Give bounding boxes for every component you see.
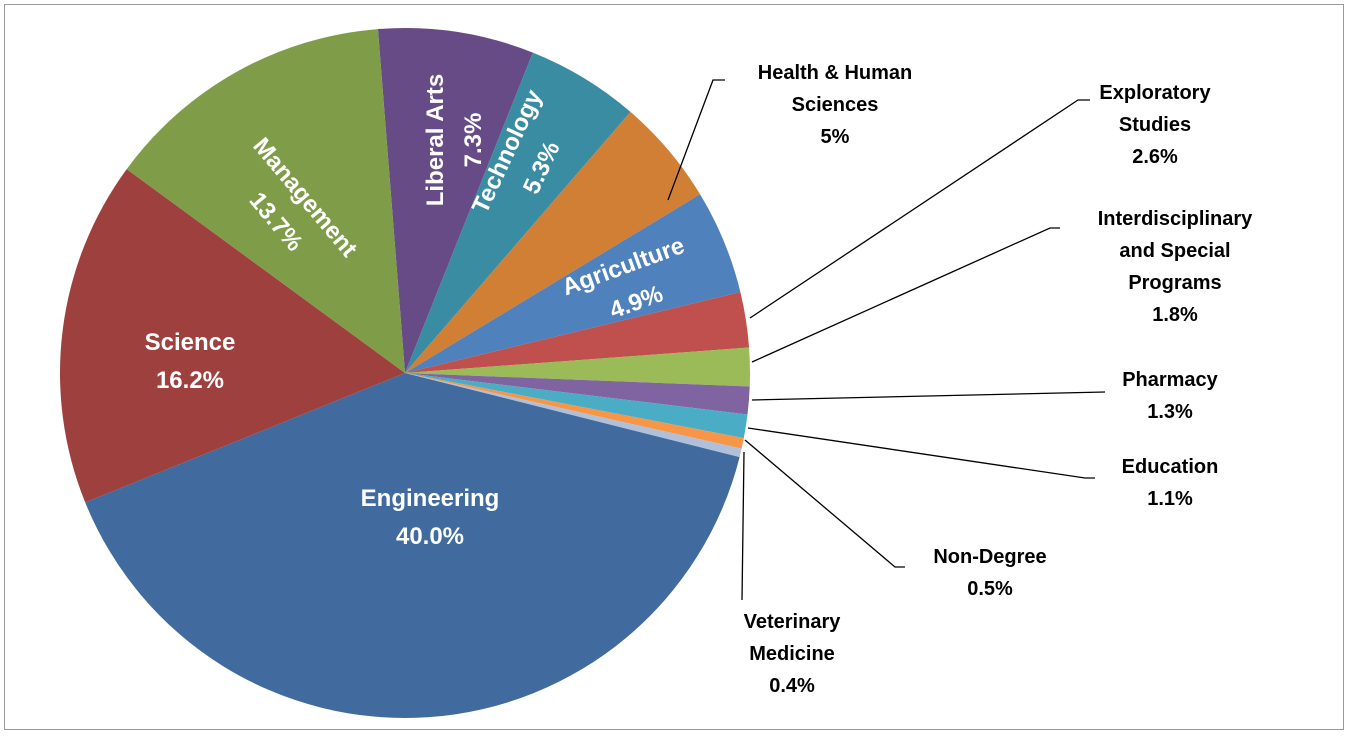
leader-line [744,439,905,568]
slice [405,194,741,373]
slice [377,28,533,374]
slice [405,347,750,387]
leader-line [741,451,745,601]
slice-label: Interdisciplinary and Special Programs 1.… [1078,203,1273,331]
slice-label: Pharmacy 1.3% [1095,364,1245,428]
category-label: Non-Degree [933,546,1047,568]
slice-label: Non-Degree 0.5% [915,541,1065,605]
slice [405,52,631,374]
category-label: Interdisciplinary and Special Programs [1097,208,1253,294]
slice [405,373,750,415]
slice [405,291,750,373]
category-label: Exploratory Studies [1099,82,1211,136]
slice-label: Exploratory Studies 2.6% [1085,77,1225,173]
category-label: Engineering [360,485,500,512]
slice [405,373,744,449]
value-label: 5% [820,126,850,148]
slice-label: Education 1.1% [1095,451,1245,515]
value-label: 1.3% [1147,401,1193,423]
leader-line [749,99,1090,319]
leader-line [667,79,725,201]
value-label: 1.8% [1152,304,1198,326]
value-label: 1.1% [1147,488,1193,510]
slice [405,373,742,458]
category-label: Health & Human Sciences [757,62,913,116]
value-label: 40.0% [395,523,465,550]
leader-line [751,391,1106,401]
value-label: 0.5% [967,578,1013,600]
category-label: Pharmacy [1122,369,1218,391]
value-label: 2.6% [1132,146,1178,168]
slice-label: Veterinary Medicine 0.4% [727,606,857,702]
slice [59,169,406,503]
value-label: 0.4% [769,675,815,697]
chart-frame [4,4,1344,730]
category-label: Science [144,329,236,356]
category-label: Veterinary Medicine [743,611,841,665]
leader-line [751,227,1060,363]
leader-lines [667,79,1106,601]
slice [405,111,701,373]
category-label: Education [1121,456,1219,478]
slices [59,28,750,718]
slice-label: Science 16.2% [145,324,236,400]
slice [85,373,740,718]
slice-label: Health & Human Sciences 5% [748,57,923,153]
leader-line [747,427,1095,479]
slice-label: Engineering 40.0% [361,480,500,556]
slice [405,373,748,439]
category-label: Liberal Arts [422,73,449,207]
value-label: 16.2% [155,367,225,394]
slice [126,29,405,374]
